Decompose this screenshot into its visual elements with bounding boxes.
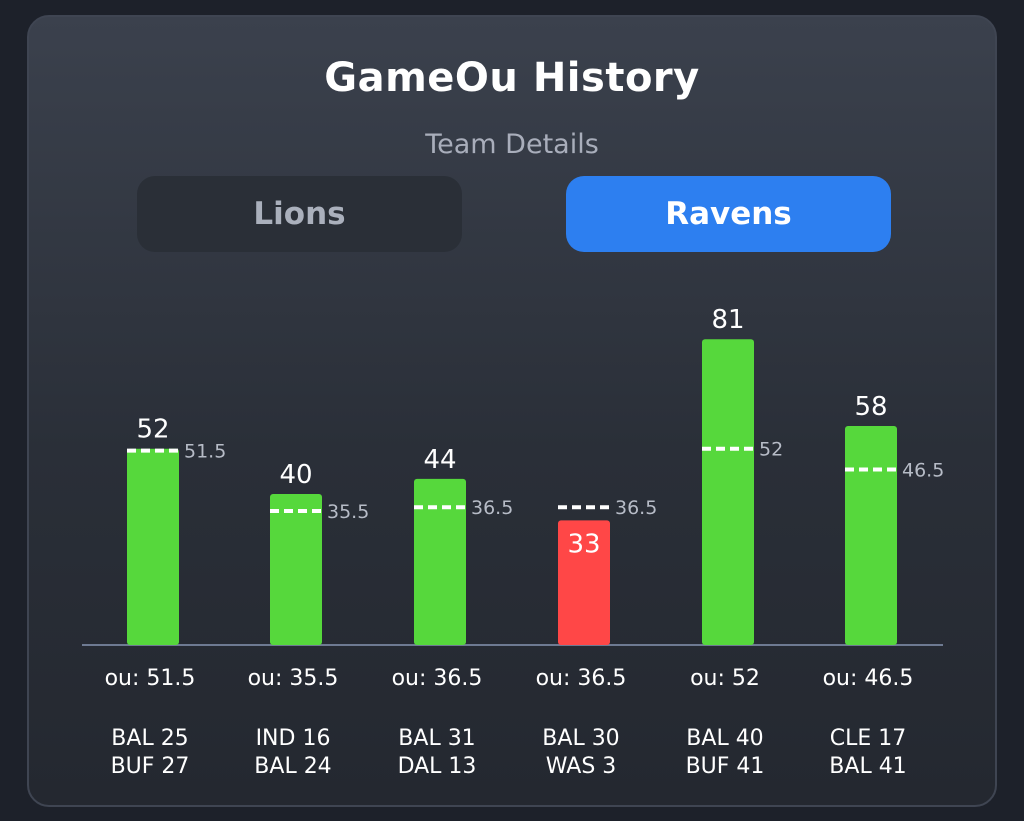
score-line-2-4: WAS 3 <box>546 754 617 779</box>
score-line-2-6: BAL 41 <box>829 754 906 779</box>
bar-game-3 <box>414 478 466 645</box>
bar-game-1 <box>127 448 179 645</box>
score-line-1-1: BAL 25 <box>111 726 188 751</box>
ou-line-label-6: 46.5 <box>902 459 944 481</box>
ou-label-4: ou: 36.5 <box>536 666 627 691</box>
page-subtitle: Team Details <box>425 129 599 160</box>
ou-label-3: ou: 36.5 <box>392 666 483 691</box>
ou-label-1: ou: 51.5 <box>105 666 196 691</box>
ou-label-2: ou: 35.5 <box>248 666 339 691</box>
tab-ravens[interactable]: Ravens <box>566 176 891 252</box>
score-line-2-2: BAL 24 <box>254 754 331 779</box>
ou-line-label-5: 52 <box>759 439 783 461</box>
game-history-card: GameOu History Team Details Lions Ravens <box>27 15 997 807</box>
ou-line-label-3: 36.5 <box>471 497 513 519</box>
bar-game-5 <box>702 339 754 645</box>
ou-line-label-1: 51.5 <box>184 441 226 463</box>
bar-game-2 <box>270 494 322 645</box>
ou-label-5: ou: 52 <box>690 666 760 691</box>
page-title: GameOu History <box>324 55 700 101</box>
score-line-1-6: CLE 17 <box>830 726 907 751</box>
total-label-4: 33 <box>567 529 600 559</box>
score-line-1-4: BAL 30 <box>542 726 619 751</box>
score-line-2-5: BUF 41 <box>686 754 765 779</box>
tab-lions[interactable]: Lions <box>137 176 462 252</box>
score-line-1-2: IND 16 <box>256 726 331 751</box>
ou-label-6: ou: 46.5 <box>823 666 914 691</box>
total-label-1: 52 <box>136 415 169 445</box>
score-line-1-5: BAL 40 <box>686 726 763 751</box>
score-line-2-3: DAL 13 <box>398 754 477 779</box>
score-line-2-1: BUF 27 <box>111 754 190 779</box>
ou-line-label-4: 36.5 <box>615 497 657 519</box>
total-label-2: 40 <box>279 460 312 490</box>
bar-game-6 <box>845 426 897 645</box>
total-label-3: 44 <box>423 445 456 475</box>
bar-game-4 <box>558 520 610 645</box>
total-label-5: 81 <box>711 305 744 335</box>
total-label-6: 58 <box>854 392 887 422</box>
ou-line-label-2: 35.5 <box>327 501 369 523</box>
score-line-1-3: BAL 31 <box>398 726 475 751</box>
